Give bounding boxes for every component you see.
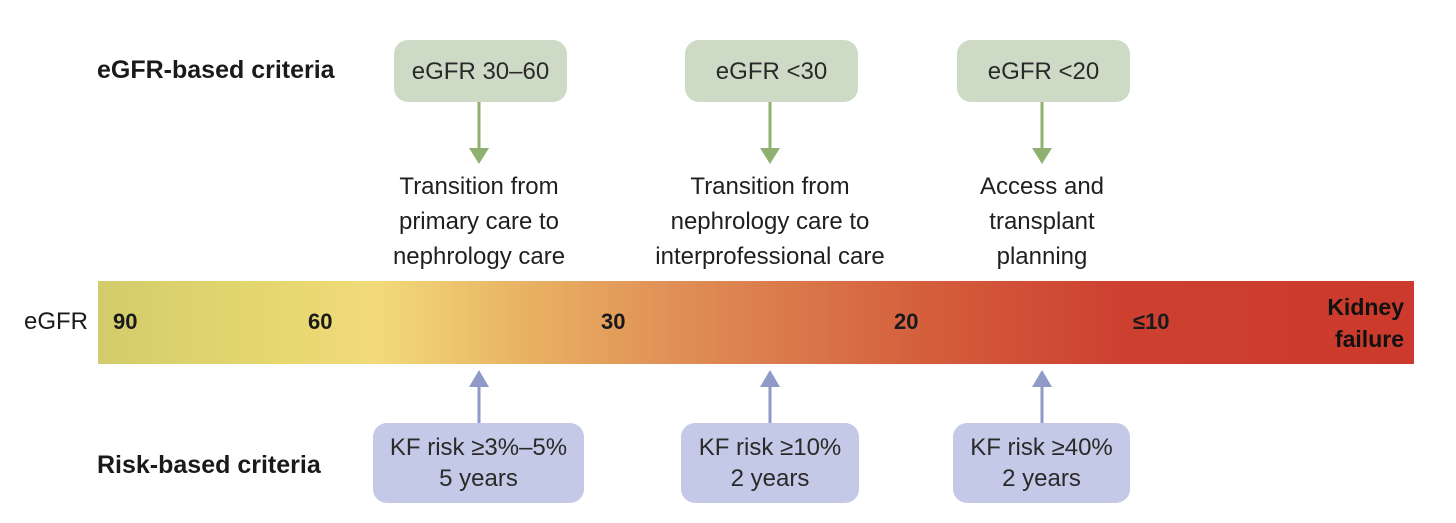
- transition-nephrology-to-interprofessional: Transition from nephrology care to inter…: [620, 169, 920, 274]
- up-arrow-head-2: [760, 370, 780, 387]
- transition-line: Access and: [979, 173, 1105, 200]
- kidney-failure-line: Kidney: [1327, 294, 1404, 320]
- egfr-box-under-20: eGFR <20: [957, 40, 1130, 102]
- transition-primary-to-nephrology: Transition from primary care to nephrolo…: [329, 169, 629, 274]
- egfr-box-label: eGFR <20: [987, 57, 1100, 85]
- transition-line: Transition from: [399, 173, 559, 200]
- down-arrow-head-1: [469, 148, 489, 164]
- risk-box-10-percent: KF risk ≥10% 2 years: [681, 423, 859, 503]
- up-arrow-head-1: [469, 370, 489, 387]
- tick-60: 60: [308, 309, 333, 334]
- up-arrow-head-3: [1032, 370, 1052, 387]
- tick-10-or-less: ≤10: [1133, 309, 1170, 334]
- risk-box-3-5-percent: KF risk ≥3%–5% 5 years: [373, 423, 584, 503]
- transition-line: Transition from: [690, 173, 850, 200]
- egfr-box-label: eGFR <30: [715, 57, 828, 85]
- egfr-criteria-title: eGFR-based criteria: [97, 56, 335, 84]
- transition-line: nephrology care: [392, 243, 566, 270]
- egfr-box-30-60: eGFR 30–60: [394, 40, 567, 102]
- risk-box-risk: KF risk ≥40%: [970, 434, 1113, 461]
- tick-90: 90: [113, 309, 138, 334]
- egfr-box-under-30: eGFR <30: [685, 40, 858, 102]
- transition-line: planning: [996, 243, 1088, 270]
- transition-line: nephrology care to: [670, 208, 870, 235]
- kidney-failure-label: Kidney failure: [1327, 291, 1404, 355]
- transition-line: primary care to: [398, 208, 560, 235]
- risk-box-40-percent: KF risk ≥40% 2 years: [953, 423, 1130, 503]
- down-arrow-head-2: [760, 148, 780, 164]
- risk-box-risk: KF risk ≥3%–5%: [389, 434, 568, 461]
- egfr-gradient-bar: [98, 281, 1414, 364]
- tick-20: 20: [894, 309, 919, 334]
- risk-box-period: 5 years: [439, 465, 518, 492]
- transition-line: transplant: [989, 208, 1095, 235]
- transition-access-transplant: Access and transplant planning: [892, 169, 1192, 274]
- transition-line: interprofessional care: [655, 243, 885, 270]
- tick-30: 30: [601, 309, 626, 334]
- egfr-box-label: eGFR 30–60: [411, 57, 550, 85]
- risk-criteria-title: Risk-based criteria: [97, 451, 321, 479]
- risk-box-risk: KF risk ≥10%: [698, 434, 842, 461]
- risk-box-period: 2 years: [730, 465, 810, 492]
- kidney-failure-line: failure: [1334, 326, 1404, 352]
- risk-box-period: 2 years: [1002, 465, 1081, 492]
- down-arrow-head-3: [1032, 148, 1052, 164]
- egfr-axis-label: eGFR: [24, 308, 89, 335]
